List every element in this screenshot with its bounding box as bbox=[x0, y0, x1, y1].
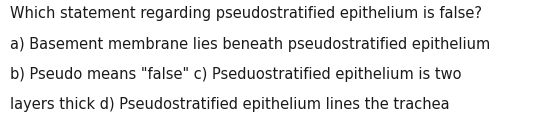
Text: a) Basement membrane lies beneath pseudostratified epithelium: a) Basement membrane lies beneath pseudo… bbox=[10, 37, 490, 52]
Text: b) Pseudo means "false" c) Pseduostratified epithelium is two: b) Pseudo means "false" c) Pseduostratif… bbox=[10, 67, 461, 82]
Text: layers thick d) Pseudostratified epithelium lines the trachea: layers thick d) Pseudostratified epithel… bbox=[10, 97, 450, 112]
Text: Which statement regarding pseudostratified epithelium is false?: Which statement regarding pseudostratifi… bbox=[10, 6, 482, 21]
